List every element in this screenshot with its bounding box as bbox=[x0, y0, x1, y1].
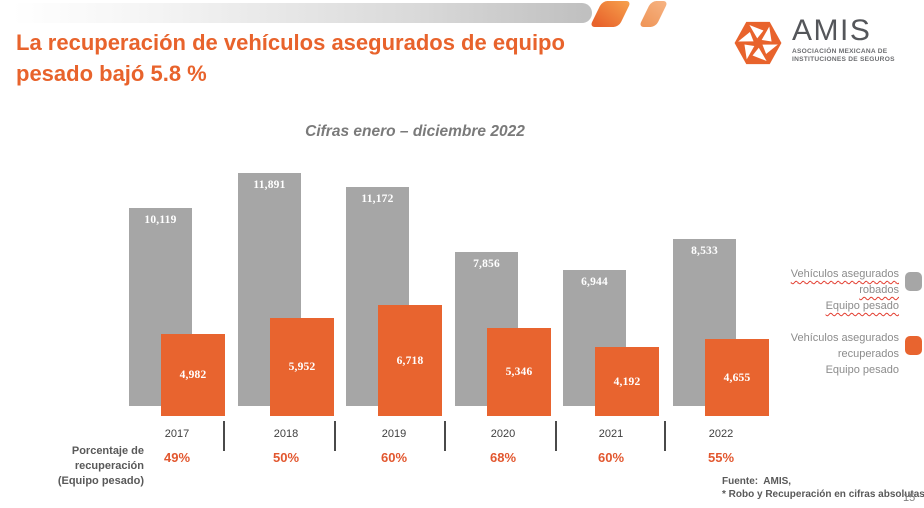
amis-logo-name: AMIS bbox=[792, 14, 872, 47]
page-number: 15 bbox=[903, 492, 916, 504]
page-title: La recuperación de vehículos asegurados … bbox=[16, 30, 565, 86]
amis-logo-text: AMIS ASOCIACIÓN MEXICANA DE INSTITUCIONE… bbox=[792, 16, 895, 64]
amis-hexagon-icon bbox=[734, 21, 782, 65]
top-banner-bar bbox=[12, 3, 592, 23]
x-axis-label-2022: 2022 bbox=[708, 428, 734, 440]
bar-value-label: 10,119 bbox=[144, 214, 177, 226]
percent-label-2022: 55% bbox=[707, 450, 735, 465]
amis-logo-tagline: ASOCIACIÓN MEXICANA DE INSTITUCIONES DE … bbox=[792, 48, 895, 63]
bar-value-label: 7,856 bbox=[473, 258, 500, 270]
legend-item-robados: Vehículos asegurados robados Equipo pesa… bbox=[767, 266, 922, 314]
bar-value-label: 4,982 bbox=[179, 369, 207, 381]
x-axis-label-2019: 2019 bbox=[381, 428, 407, 440]
chart-title: Cifras enero – diciembre 2022 bbox=[305, 123, 525, 140]
axis-tick bbox=[664, 421, 666, 451]
axis-tick bbox=[334, 421, 336, 451]
bar-value-label: 6,944 bbox=[581, 276, 608, 288]
legend-label-robados: Vehículos asegurados robados Equipo pesa… bbox=[790, 268, 899, 312]
bar-recuperados-2022: 4,655 bbox=[705, 339, 769, 416]
bar-value-label: 11,891 bbox=[253, 179, 286, 191]
axis-tick bbox=[444, 421, 446, 451]
bar-recuperados-2018: 5,952 bbox=[270, 318, 334, 416]
percent-label-2018: 50% bbox=[272, 450, 300, 465]
bar-value-label: 6,718 bbox=[396, 354, 424, 367]
percent-label-2019: 60% bbox=[380, 450, 408, 465]
x-axis-label-2017: 2017 bbox=[164, 428, 190, 440]
percent-label-2020: 68% bbox=[489, 450, 517, 465]
axis-label-recovery-percentage: Porcentaje de recuperación (Equipo pesad… bbox=[57, 445, 144, 487]
legend-swatch-gray bbox=[905, 272, 922, 291]
axis-tick bbox=[223, 421, 225, 451]
x-axis-label-2018: 2018 bbox=[273, 428, 299, 440]
legend-item-recuperados: Vehículos asegurados recuperados Equipo … bbox=[767, 330, 922, 378]
source-note: Fuente: AMIS, * Robo y Recuperación en c… bbox=[722, 476, 924, 500]
percent-label-2021: 60% bbox=[597, 450, 625, 465]
bar-recuperados-2020: 5,346 bbox=[487, 328, 551, 416]
bar-value-label: 5,952 bbox=[288, 361, 316, 373]
bar-value-label: 5,346 bbox=[505, 366, 533, 378]
bar-recuperados-2017: 4,982 bbox=[161, 334, 225, 416]
legend-swatch-orange bbox=[905, 336, 922, 355]
bar-value-label: 4,655 bbox=[723, 371, 751, 384]
x-axis-label-2021: 2021 bbox=[598, 428, 624, 440]
bar-value-label: 8,533 bbox=[691, 245, 718, 257]
amis-logo: AMIS ASOCIACIÓN MEXICANA DE INSTITUCIONE… bbox=[733, 16, 895, 70]
x-axis-label-2020: 2020 bbox=[490, 428, 516, 440]
axis-tick bbox=[555, 421, 557, 451]
bar-recuperados-2021: 4,192 bbox=[595, 347, 659, 416]
legend-label-recuperados: Vehículos asegurados recuperados Equipo … bbox=[790, 332, 899, 376]
bar-recuperados-2019: 6,718 bbox=[378, 305, 442, 416]
percent-label-2017: 49% bbox=[163, 450, 191, 465]
bar-value-label: 4,192 bbox=[613, 375, 641, 388]
bar-value-label: 11,172 bbox=[361, 193, 394, 205]
